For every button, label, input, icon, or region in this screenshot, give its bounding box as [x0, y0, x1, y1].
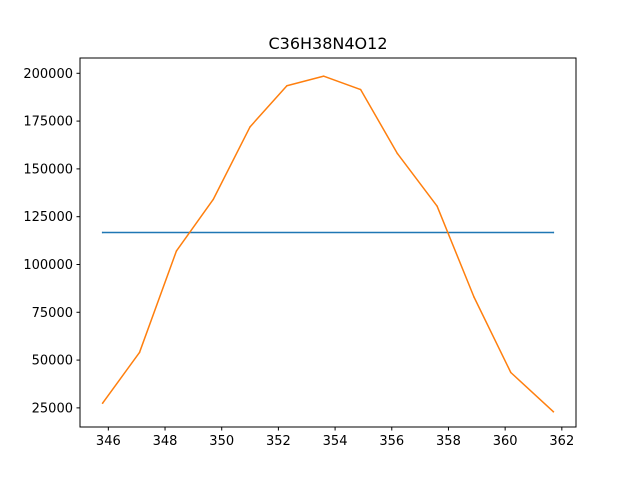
data-point [359, 88, 362, 91]
x-tick-label: 350 [209, 434, 234, 449]
y-tick-label: 200000 [23, 67, 73, 82]
data-point [138, 351, 141, 354]
data-point [249, 126, 251, 128]
x-tick-label: 356 [379, 434, 404, 449]
x-axis: 346 348 350 352 354 356 358 360 362 [96, 427, 574, 449]
data-point [323, 75, 325, 77]
y-axis: 25000 50000 75000 100000 125000 150000 175000 2… [23, 67, 80, 416]
y-tick-label: 150000 [23, 162, 73, 177]
y-tick-label: 175000 [23, 115, 73, 130]
x-tick-label: 348 [153, 434, 178, 449]
y-tick-label: 100000 [23, 258, 73, 273]
data-point [175, 250, 178, 252]
plot-area [101, 75, 555, 413]
x-tick-label: 354 [323, 434, 348, 449]
data-point [552, 410, 555, 413]
x-tick-label: 346 [96, 434, 121, 449]
data-point [396, 152, 399, 155]
x-tick-label: 352 [266, 434, 291, 449]
x-tick-label: 362 [549, 434, 574, 449]
x-tick-label: 360 [493, 434, 518, 449]
data-point [101, 402, 104, 404]
data-point [101, 231, 104, 234]
data-point [473, 296, 475, 298]
y-tick-label: 75000 [32, 306, 73, 321]
chart-title: C36H38N4O12 [268, 34, 387, 53]
data-point [510, 371, 512, 374]
y-tick-label: 50000 [32, 354, 73, 369]
x-tick-label: 358 [436, 434, 461, 449]
y-tick-label: 25000 [32, 401, 73, 416]
data-point [212, 198, 214, 201]
data-point [552, 231, 555, 234]
data-point [286, 84, 288, 87]
axes-frame [79, 57, 577, 428]
data-point [436, 205, 438, 207]
y-tick-label: 125000 [23, 210, 73, 225]
